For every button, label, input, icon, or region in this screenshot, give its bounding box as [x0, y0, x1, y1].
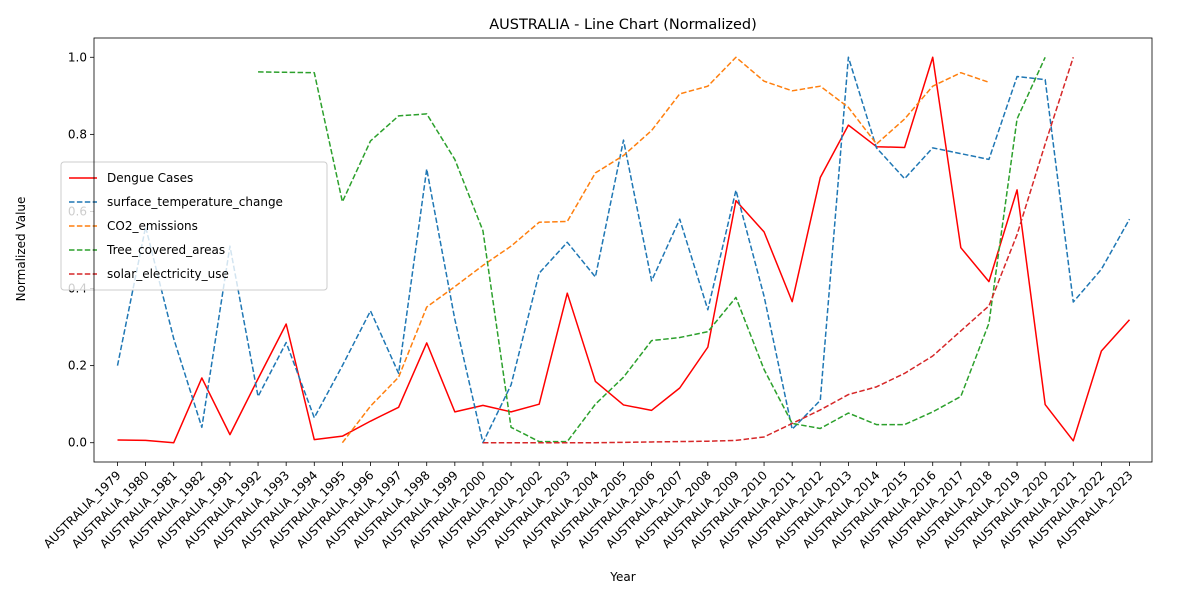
chart-title: AUSTRALIA - Line Chart (Normalized): [489, 17, 757, 33]
series-line-surface-temperature-change: [116, 56, 1131, 444]
x-axis-title: Year: [609, 570, 635, 584]
y-tick-label: 1.0: [68, 50, 87, 64]
x-axis: AUSTRALIA_1979AUSTRALIA_1980AUSTRALIA_19…: [41, 462, 1136, 551]
legend-label: surface_temperature_change: [107, 195, 283, 209]
legend-box: [60, 161, 328, 291]
legend-label: Tree_covered_areas: [106, 243, 225, 257]
legend-label: solar_electricity_use: [107, 267, 229, 281]
y-axis-title: Normalized Value: [14, 197, 28, 302]
plot-frame: [93, 37, 1153, 463]
series-line-co2-emissions: [341, 56, 990, 444]
y-tick-label: 0.8: [68, 127, 87, 141]
legend: Dengue Cases surface_temperature_change CO…: [60, 161, 328, 291]
series-line-dengue-cases: [117, 56, 1131, 444]
y-tick-label: 0.0: [68, 436, 87, 450]
series-lines: [116, 56, 1131, 444]
legend-label: Dengue Cases: [107, 171, 193, 185]
legend-label: CO2_emissions: [107, 219, 198, 233]
series-line-solar-electricity-use: [482, 57, 1074, 444]
y-tick-label: 0.2: [68, 359, 87, 373]
series-line-tree-covered-areas: [258, 56, 1046, 443]
